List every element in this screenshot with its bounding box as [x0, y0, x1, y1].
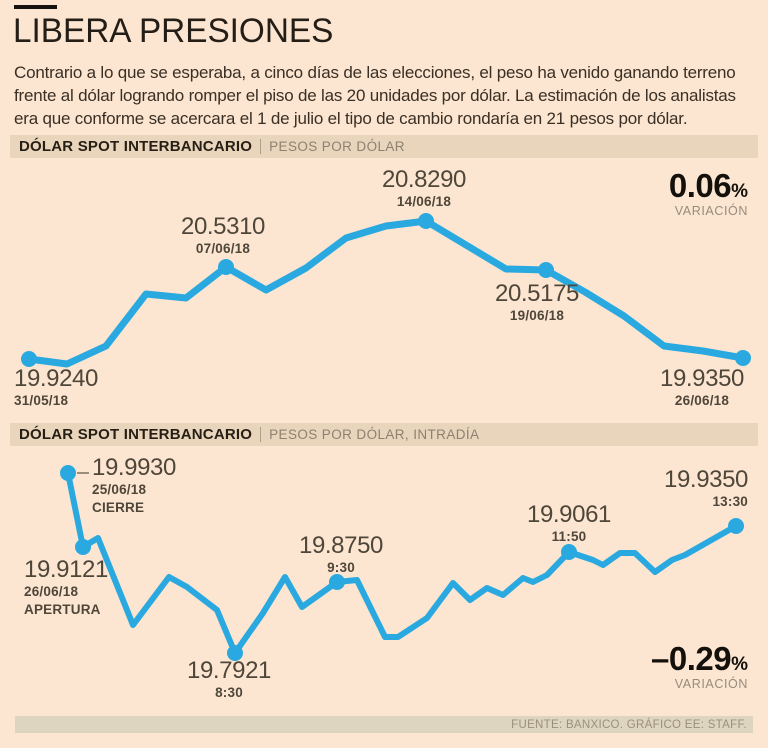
- annotation-value: 19.9350: [660, 365, 744, 392]
- annotation-value: 20.5310: [181, 213, 265, 240]
- annotation-sublabel: 26/06/18: [24, 584, 79, 599]
- chart2-variation: –0.29% VARIACIÓN: [651, 642, 748, 691]
- chart-annotation: 20.5310 07/06/18: [181, 214, 265, 258]
- variation-label: VARIACIÓN: [674, 677, 748, 691]
- intro-text: Contrario a lo que se esperaba, a cinco …: [14, 63, 736, 128]
- annotation-sublabel: 8:30: [215, 685, 243, 700]
- annotation-sublabel: 19/06/18: [509, 308, 565, 323]
- data-point-dot: [60, 465, 76, 481]
- variation-label: VARIACIÓN: [674, 204, 748, 218]
- chart-annotation: 19.9121 26/06/18 APERTURA: [24, 557, 108, 619]
- annotation-sublabel: APERTURA: [24, 602, 101, 617]
- chart-annotation: 19.9930 25/06/18 CIERRE: [92, 455, 176, 517]
- chart-annotation: 19.9350 13:30: [664, 467, 748, 511]
- annotation-sublabel: 13:30: [712, 494, 748, 509]
- cierre-label-connector-line: [77, 472, 89, 474]
- source-credit-text: FUENTE: BANXICO. GRÁFICO EE: STAFF.: [511, 718, 747, 731]
- data-point-dot: [329, 574, 345, 590]
- annotation-value: 19.9930: [92, 454, 176, 481]
- chart-annotation: 19.9061 11:50: [527, 502, 611, 546]
- data-point-dot: [418, 213, 434, 229]
- annotation-sublabel: 9:30: [327, 560, 355, 575]
- annotation-sublabel: 25/06/18: [92, 482, 147, 497]
- variation-value: –0.29: [651, 640, 732, 677]
- annotation-sublabel: 31/05/18: [14, 393, 69, 408]
- chart-annotation: 19.9240 31/05/18: [14, 366, 98, 410]
- data-point-dot: [561, 544, 577, 560]
- annotation-value: 20.5175: [495, 280, 579, 307]
- chart-annotation: 20.8290 14/06/18: [382, 167, 466, 211]
- annotation-value: 19.9121: [24, 556, 108, 583]
- percent-sign: %: [731, 654, 748, 675]
- annotation-value: 19.8750: [299, 532, 383, 559]
- data-point-dot: [728, 518, 744, 534]
- chart1-variation: 0.06% VARIACIÓN: [669, 169, 748, 218]
- page-title: LIBERA PRESIONES: [13, 12, 334, 50]
- band-divider: [260, 139, 262, 154]
- chart-annotation: 20.5175 19/06/18: [495, 281, 579, 325]
- chart2-subtitle: PESOS POR DÓLAR, INTRADÍA: [269, 427, 480, 442]
- price-line: [25, 217, 747, 368]
- chart2-header-band: DÓLAR SPOT INTERBANCARIO PESOS POR DÓLAR…: [10, 423, 758, 446]
- chart-annotation: 19.8750 9:30: [299, 533, 383, 577]
- annotation-value: 19.9061: [527, 501, 611, 528]
- data-point-dot: [218, 259, 234, 275]
- price-line: [65, 470, 739, 656]
- chart1-subtitle: PESOS POR DÓLAR: [269, 139, 405, 154]
- chart2-title: DÓLAR SPOT INTERBANCARIO: [19, 426, 253, 443]
- data-point-dot: [735, 350, 751, 366]
- variation-value: 0.06: [668, 167, 732, 204]
- annotation-value: 19.9240: [14, 365, 98, 392]
- data-point-dot: [227, 645, 243, 661]
- band-divider: [260, 427, 262, 442]
- annotation-value: 19.7921: [187, 657, 271, 684]
- annotation-sublabel: 14/06/18: [396, 194, 452, 209]
- annotation-sublabel: 07/06/18: [195, 241, 251, 256]
- data-point-dot: [75, 539, 91, 555]
- annotation-sublabel: CIERRE: [92, 500, 145, 515]
- data-point-dot: [21, 351, 37, 367]
- data-point-dot: [538, 262, 554, 278]
- chart-annotation: 19.9350 26/06/18: [660, 366, 744, 410]
- annotation-value: 20.8290: [382, 166, 466, 193]
- annotation-sublabel: 11:50: [551, 529, 587, 544]
- top-rule: [14, 5, 57, 9]
- footer-bar: FUENTE: BANXICO. GRÁFICO EE: STAFF.: [15, 716, 753, 733]
- chart-annotation: 19.7921 8:30: [187, 658, 271, 702]
- chart1-title: DÓLAR SPOT INTERBANCARIO: [19, 138, 253, 155]
- percent-sign: %: [731, 181, 748, 202]
- chart1-header-band: DÓLAR SPOT INTERBANCARIO PESOS POR DÓLAR: [10, 135, 758, 158]
- annotation-sublabel: 26/06/18: [674, 393, 730, 408]
- annotation-value: 19.9350: [664, 466, 748, 493]
